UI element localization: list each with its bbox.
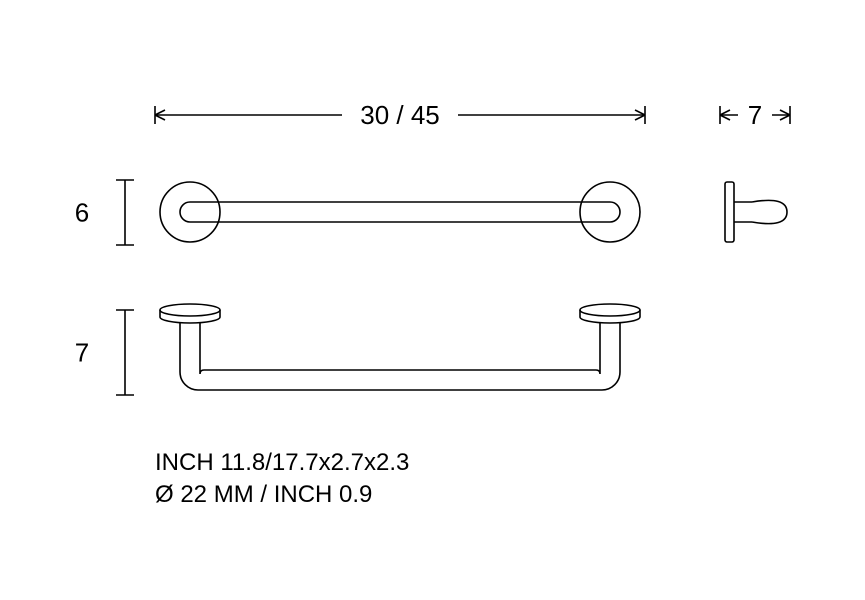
top-view [160, 304, 640, 390]
technical-drawing: 30 / 45 7 6 7 INCH 11.8/17.7x2.7x2.3 Ø 22 MM … [0, 0, 865, 600]
spec-line-2: Ø 22 MM / INCH 0.9 [155, 481, 372, 508]
dim-left-height-2: 7 [75, 338, 89, 368]
dim-left-height-1: 6 [75, 198, 89, 228]
spec-line-1: INCH 11.8/17.7x2.7x2.3 [155, 449, 409, 476]
front-view [160, 182, 640, 242]
dim-top-width: 30 / 45 [360, 100, 440, 130]
dim-right-depth: 7 [748, 100, 762, 130]
side-view [725, 182, 787, 242]
